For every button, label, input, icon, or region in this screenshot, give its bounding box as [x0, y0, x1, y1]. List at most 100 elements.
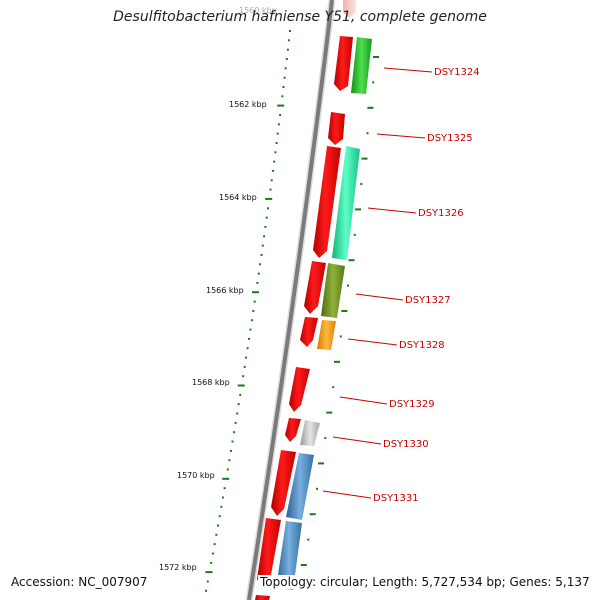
scale-tick-minor: [231, 440, 234, 443]
scale-tick-minor: [245, 356, 248, 359]
scale-tick-minor: [286, 48, 289, 51]
scale-tick-minor: [261, 244, 264, 247]
gene-label-dsy1325: DSY1325: [427, 133, 473, 144]
scale-tick-minor: [234, 421, 237, 424]
scale-tick-minor: [347, 284, 349, 287]
scale-tick-minor: [226, 468, 229, 471]
scale-tick-minor: [213, 543, 216, 546]
scale-tick-minor: [275, 142, 278, 144]
scale-tick-minor: [270, 179, 273, 182]
scale-tick-minor: [282, 86, 285, 88]
scale-tick-minor: [252, 309, 255, 312]
scale-tick-minor: [259, 263, 262, 266]
scale-tick-minor: [217, 524, 219, 527]
scale-tick-minor: [366, 132, 369, 135]
gene-dsy1331: [286, 453, 314, 520]
scale-tick-major: [277, 104, 285, 107]
gene-arrow-red-5: [300, 317, 318, 347]
scale-tick-minor: [332, 386, 335, 389]
gene-arrow-red-10: [255, 595, 270, 600]
scale-tick-major: [361, 157, 368, 160]
scale-tick-minor: [211, 552, 214, 555]
topology-text: Topology: circular; Length: 5,727,534 bp…: [258, 575, 592, 589]
scale-tick-minor: [269, 188, 272, 191]
scale-tick-minor: [246, 347, 249, 350]
gene-dsy1324: [351, 37, 372, 94]
leader-line: [355, 293, 404, 301]
scale-tick-minor: [210, 561, 213, 564]
scale-tick-minor: [243, 365, 246, 368]
gene-arrow-red-4: [304, 261, 326, 314]
gene-label-dsy1330: DSY1330: [383, 439, 429, 450]
gene-label-dsy1326: DSY1326: [418, 208, 464, 219]
scale-tick-minor: [287, 39, 290, 42]
scale-tick-major: [309, 513, 316, 516]
scale-label-1566: 1566 kbp: [206, 286, 244, 295]
scale-tick-minor: [263, 235, 266, 238]
gene-dsy1328: [317, 320, 336, 350]
gene-arrow-red-6: [289, 367, 310, 412]
scale-tick-minor: [256, 281, 259, 284]
scale-tick-major: [237, 384, 245, 387]
scale-tick-minor: [236, 412, 239, 415]
scale-tick-minor: [205, 589, 207, 592]
scale-label-1562: 1562 kbp: [229, 100, 267, 109]
scale-tick-minor: [284, 67, 287, 70]
scale-tick-minor: [279, 114, 282, 116]
scale-tick-major: [341, 310, 348, 312]
gene-label-dsy1331: DSY1331: [373, 493, 419, 504]
scale-tick-major: [252, 291, 259, 294]
gene-track: [255, 0, 372, 600]
leader-line: [332, 436, 382, 445]
scale-tick-minor: [215, 533, 218, 536]
scale-tick-minor: [289, 30, 291, 32]
scale-tick-minor: [281, 95, 284, 98]
scale-tick-minor: [274, 151, 277, 154]
scale-tick-minor: [260, 253, 263, 256]
scale-tick-minor: [233, 431, 236, 434]
scale-tick-minor: [316, 487, 318, 490]
scale-label-1564: 1564 kbp: [219, 193, 257, 202]
accession-text: Accession: NC_007907: [9, 575, 150, 589]
gene-arrow-top-partial: [343, 0, 356, 18]
scale-tick-minor: [237, 403, 240, 406]
scale-tick-minor: [228, 459, 231, 462]
map-title: Desulfitobacterium hafniense Y51, comple…: [113, 9, 487, 25]
scale-tick-minor: [353, 233, 356, 236]
scale-tick-major: [318, 462, 325, 465]
scale-tick-minor: [248, 337, 250, 340]
scale-tick-minor: [285, 58, 288, 60]
scale-tick-minor: [221, 496, 224, 499]
gene-arrow-red-2: [328, 112, 345, 145]
scale-tick-minor: [239, 393, 242, 396]
gene-arrow-red-7: [285, 418, 301, 442]
scale-tick-minor: [265, 216, 268, 219]
scale-tick-major: [367, 106, 374, 109]
scale-label-1570: 1570 kbp: [177, 471, 215, 480]
label-leader-lines: [322, 67, 433, 499]
scale-tick-major: [348, 259, 355, 262]
scale-tick-minor: [218, 515, 221, 518]
leader-line: [347, 338, 398, 346]
gene-arrow-red-1: [334, 36, 353, 91]
scale-tick-minor: [230, 449, 232, 452]
leader-line: [339, 396, 388, 405]
scale-tick-minor: [372, 81, 375, 84]
scale-tick-minor: [307, 538, 310, 541]
scale-tick-minor: [271, 169, 274, 172]
scale-tick-major: [205, 571, 213, 574]
scale-tick-major: [334, 360, 340, 363]
scale-tick-minor: [264, 225, 267, 228]
leader-line: [383, 67, 433, 73]
scale-label-1572: 1572 kbp: [159, 563, 197, 572]
gene-label-dsy1327: DSY1327: [405, 295, 451, 306]
scale-tick-minor: [360, 183, 363, 185]
gene-arrow-red-3: [313, 146, 341, 258]
scale-tick-major: [222, 477, 230, 480]
scale-tick-minor: [257, 272, 260, 275]
leader-line: [367, 207, 417, 214]
scale-tick-minor: [206, 580, 209, 583]
leader-line: [322, 490, 372, 499]
scale-tick-minor: [339, 335, 342, 338]
